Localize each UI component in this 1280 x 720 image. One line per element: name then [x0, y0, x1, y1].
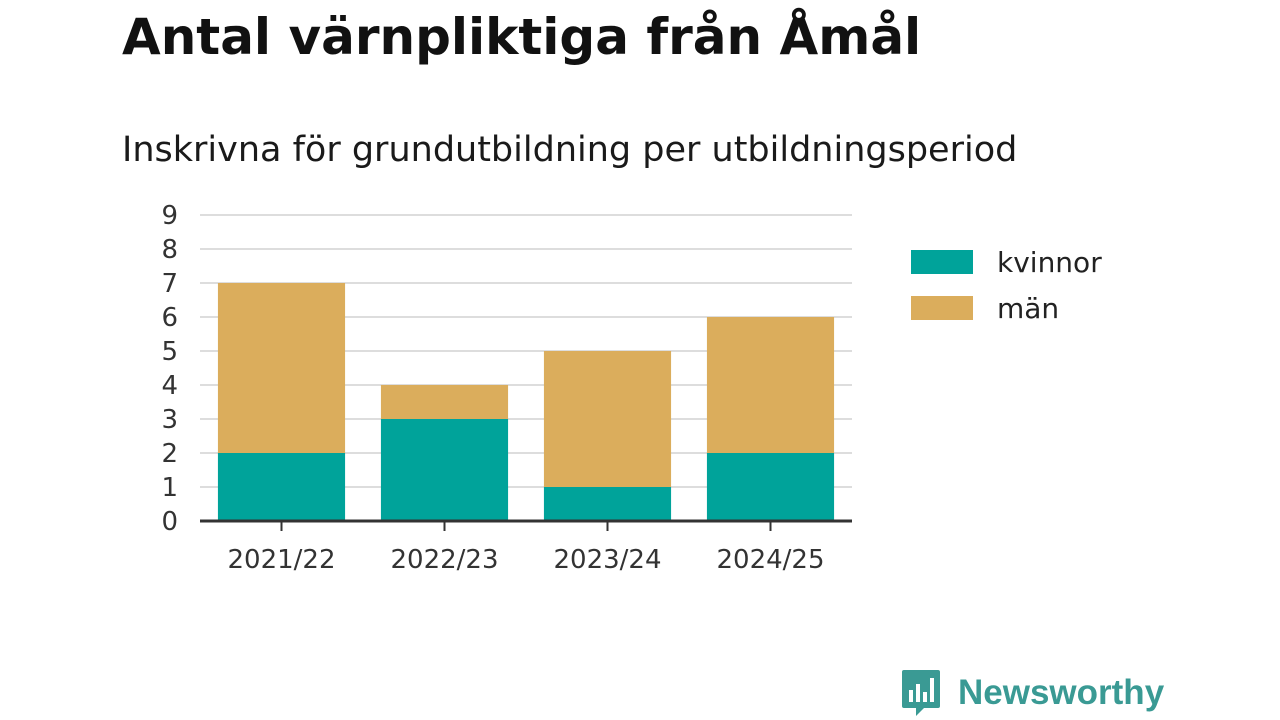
legend-label: män [997, 292, 1059, 325]
newsworthy-logo-icon [902, 670, 940, 716]
x-tick-label: 2024/25 [716, 545, 824, 575]
y-tick-label: 3 [161, 405, 178, 435]
legend-swatch-män [911, 296, 973, 320]
chart-title: Antal värnpliktiga från Åmål [122, 8, 922, 66]
y-tick-label: 2 [161, 439, 178, 469]
legend: kvinnor män [911, 246, 1102, 325]
bars [217, 283, 835, 521]
legend-label: kvinnor [997, 246, 1102, 279]
x-tick-label: 2023/24 [553, 545, 661, 575]
axes: 0 1 2 3 4 5 6 7 8 9 2021/22 2022/23 2023/24 2024/25 [161, 201, 852, 575]
y-tick-label: 6 [161, 303, 178, 333]
bar-män-2022/23 [380, 385, 509, 419]
bar-kvinnor-2021/22 [217, 453, 346, 521]
brand-name: Newsworthy [958, 673, 1165, 712]
y-tick-label: 7 [161, 269, 178, 299]
bar-män-2024/25 [706, 317, 835, 453]
bar-kvinnor-2024/25 [706, 453, 835, 521]
y-tick-label: 8 [161, 235, 178, 265]
y-tick-label: 0 [161, 507, 178, 537]
brand-logo: Newsworthy [900, 668, 1164, 718]
x-tick-label: 2021/22 [227, 545, 335, 575]
legend-swatch-kvinnor [911, 250, 973, 274]
chart-subtitle: Inskrivna för grundutbildning per utbild… [122, 130, 1018, 170]
x-tick-label: 2022/23 [390, 545, 498, 575]
y-tick-label: 4 [161, 371, 178, 401]
y-tick-label: 9 [161, 201, 178, 231]
y-tick-label: 1 [161, 473, 178, 503]
bar-män-2021/22 [217, 283, 346, 453]
bar-kvinnor-2023/24 [543, 487, 672, 521]
y-tick-label: 5 [161, 337, 178, 367]
bar-kvinnor-2022/23 [380, 419, 509, 521]
bar-män-2023/24 [543, 351, 672, 487]
